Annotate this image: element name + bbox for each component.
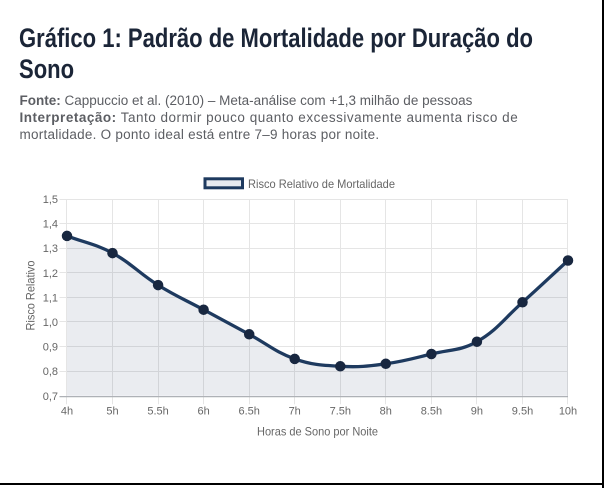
svg-text:1,3: 1,3	[43, 243, 58, 255]
svg-text:Horas de Sono por Noite: Horas de Sono por Noite	[257, 425, 378, 439]
svg-text:5.5h: 5.5h	[147, 406, 168, 418]
svg-text:Risco Relativo de Mortalidade: Risco Relativo de Mortalidade	[248, 177, 395, 191]
svg-text:Risco Relativo: Risco Relativo	[24, 260, 38, 330]
svg-text:1,2: 1,2	[43, 268, 58, 280]
svg-text:0,8: 0,8	[43, 366, 58, 378]
svg-text:1,0: 1,0	[43, 317, 58, 329]
svg-text:8h: 8h	[380, 406, 392, 418]
svg-text:0,7: 0,7	[43, 391, 58, 403]
svg-text:0,9: 0,9	[43, 342, 58, 354]
svg-text:7.5h: 7.5h	[330, 406, 351, 418]
svg-text:1,5: 1,5	[43, 194, 58, 206]
svg-text:6h: 6h	[197, 406, 209, 418]
svg-text:5h: 5h	[106, 406, 118, 418]
svg-text:7h: 7h	[289, 406, 301, 418]
svg-text:6.5h: 6.5h	[238, 406, 259, 418]
svg-text:4h: 4h	[61, 406, 73, 418]
svg-text:9.5h: 9.5h	[512, 406, 533, 418]
svg-text:9h: 9h	[471, 406, 483, 418]
svg-text:8.5h: 8.5h	[421, 406, 442, 418]
svg-text:10h: 10h	[559, 406, 577, 418]
svg-text:1,1: 1,1	[43, 292, 58, 304]
svg-text:1,4: 1,4	[43, 219, 58, 231]
